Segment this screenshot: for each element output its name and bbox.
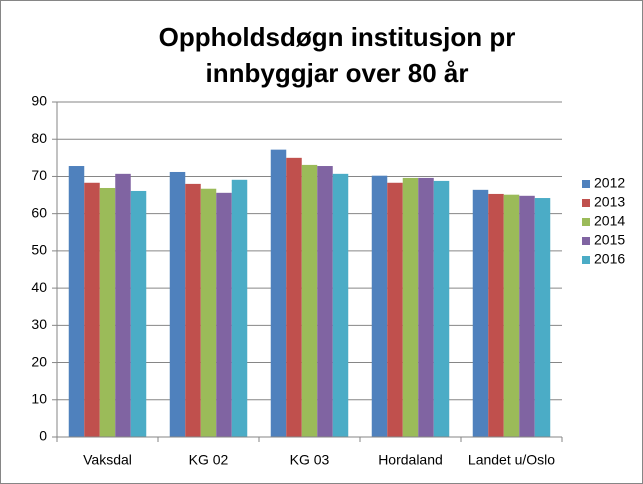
- legend-label: 2015: [594, 232, 625, 248]
- bar: [317, 166, 333, 437]
- x-tick-label: KG 02: [189, 452, 229, 468]
- y-tick-label: 30: [31, 316, 47, 332]
- bar: [216, 192, 232, 437]
- bar: [286, 157, 302, 438]
- x-tick-label: Vaksdal: [83, 452, 132, 468]
- chart-title: Oppholdsdøgn institusjon pr: [159, 22, 516, 52]
- chart-title: innbyggjar over 80 år: [206, 58, 469, 88]
- bar: [231, 179, 248, 438]
- bar: [418, 177, 434, 437]
- x-tick-label: Hordaland: [378, 452, 443, 468]
- bar: [387, 182, 403, 437]
- legend-label: 2012: [594, 175, 625, 191]
- y-tick-label: 50: [31, 242, 47, 258]
- bar: [185, 183, 201, 437]
- bar: [200, 188, 217, 437]
- legend-swatch: [582, 256, 590, 264]
- legend-swatch: [582, 237, 590, 245]
- y-tick-label: 70: [31, 167, 47, 183]
- x-tick-label: KG 03: [290, 452, 330, 468]
- bar: [68, 166, 85, 437]
- bar: [503, 194, 520, 437]
- bar: [433, 180, 450, 437]
- bar: [270, 149, 287, 437]
- x-tick-label: Landet u/Oslo: [468, 452, 555, 468]
- legend-swatch: [582, 180, 590, 188]
- bar: [115, 173, 131, 438]
- bar: [84, 182, 100, 437]
- bar: [534, 198, 551, 437]
- bar: [371, 175, 388, 437]
- y-tick-label: 80: [31, 130, 47, 146]
- y-tick-label: 60: [31, 204, 47, 220]
- legend-label: 2014: [594, 213, 625, 229]
- bar: [332, 173, 349, 438]
- bar: [130, 190, 147, 437]
- bar: [99, 187, 116, 437]
- legend-swatch: [582, 199, 590, 207]
- bar: [519, 195, 535, 437]
- y-tick-label: 90: [31, 93, 47, 109]
- bar: [169, 171, 186, 437]
- bar: [488, 193, 504, 437]
- legend-swatch: [582, 218, 590, 226]
- bar: [402, 177, 419, 437]
- y-tick-label: 40: [31, 279, 47, 295]
- legend-label: 2013: [594, 194, 625, 210]
- y-tick-label: 10: [31, 390, 47, 406]
- bar: [472, 189, 489, 437]
- y-tick-label: 0: [39, 428, 47, 444]
- y-tick-label: 20: [31, 353, 47, 369]
- bar: [301, 164, 318, 437]
- legend-label: 2016: [594, 251, 625, 267]
